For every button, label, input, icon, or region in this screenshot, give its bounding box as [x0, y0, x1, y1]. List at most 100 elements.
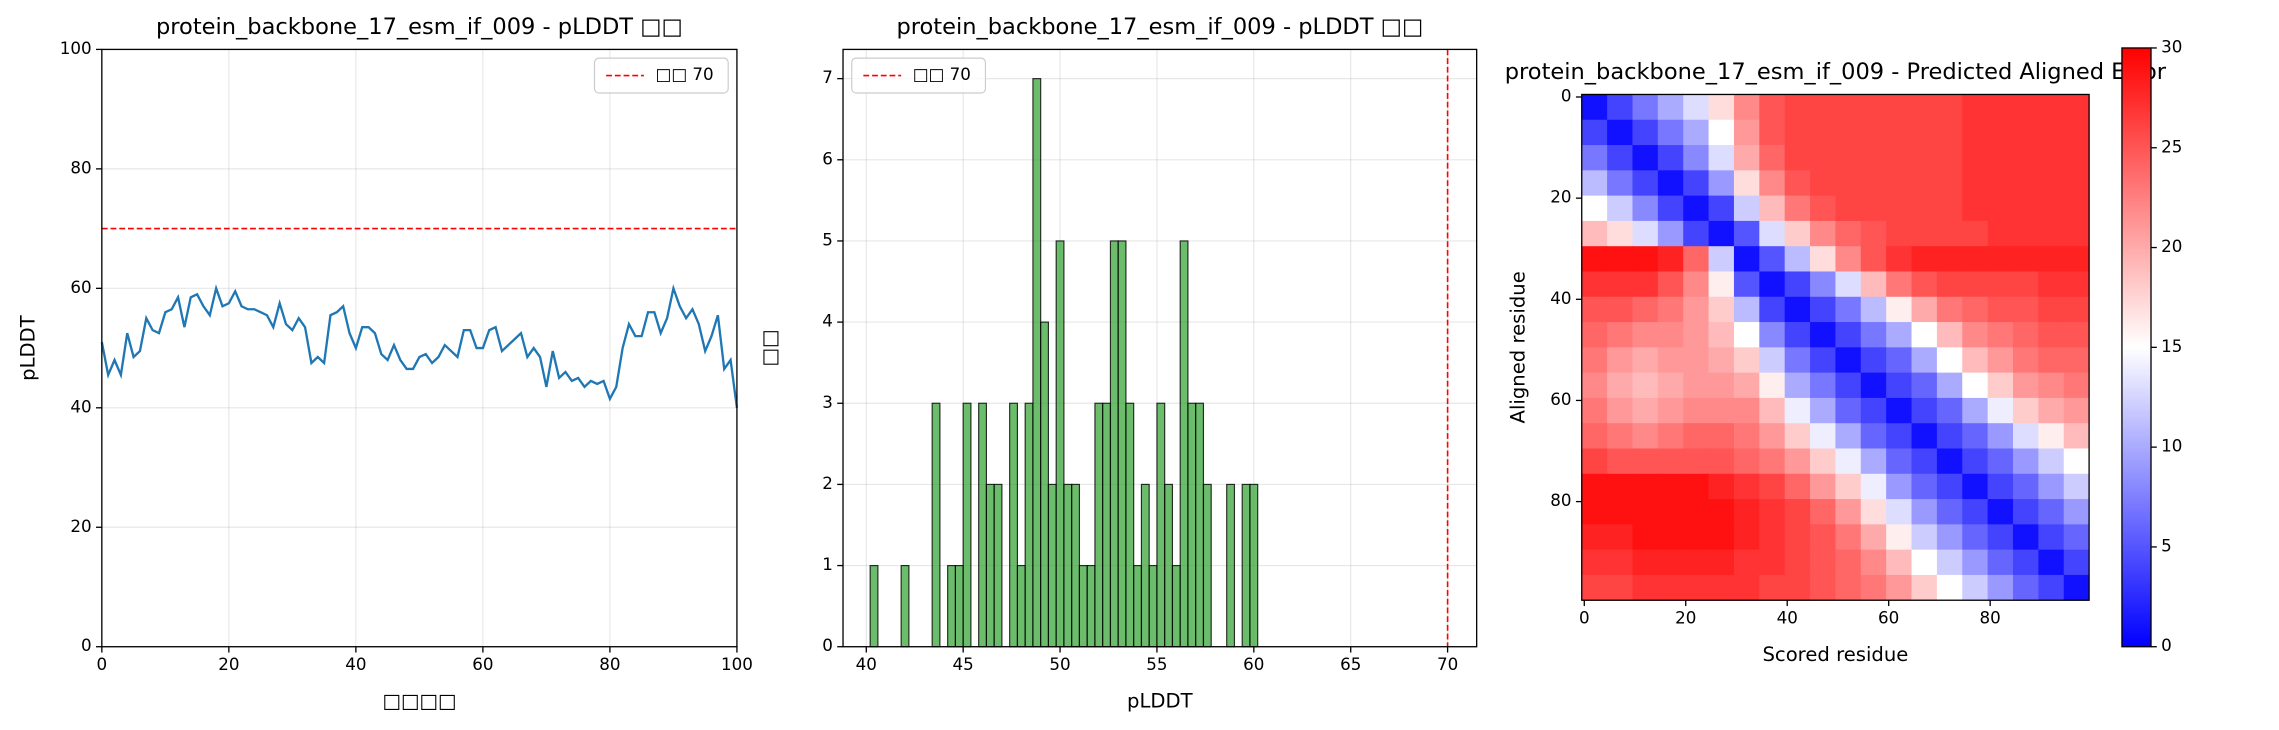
heatmap-cell — [1708, 145, 1735, 171]
heatmap-cell — [1911, 574, 1938, 601]
heatmap-cell — [1607, 145, 1633, 171]
heatmap-cell — [1987, 296, 2014, 323]
heatmap-cell — [1936, 473, 1963, 500]
heatmap-cell — [1860, 448, 1887, 475]
heatmap-cell — [1632, 119, 1659, 146]
heatmap-cell — [1683, 448, 1710, 475]
heatmap-cell — [1936, 347, 1963, 374]
heatmap-cell — [1860, 423, 1887, 449]
histogram-bar — [947, 564, 956, 648]
heatmap-cell — [1886, 296, 1912, 323]
legend: □□ 70 — [593, 57, 729, 94]
heatmap-cell — [1936, 119, 1963, 146]
heatmap-cell — [1784, 549, 1811, 576]
y-tick-label: 20 — [1550, 187, 1571, 207]
heatmap-cell — [1810, 397, 1836, 424]
histogram-bar — [1249, 483, 1259, 648]
heatmap-cell — [1733, 372, 1760, 399]
heatmap-cell — [1683, 220, 1710, 247]
heatmap-cell — [1962, 195, 1989, 222]
heatmap-cell — [1708, 322, 1735, 348]
heatmap-cell — [1886, 119, 1912, 146]
heatmap-cell — [1708, 296, 1735, 323]
heatmap-cell — [1733, 145, 1760, 171]
heatmap-cell — [1632, 574, 1659, 601]
heatmap-cell — [1962, 119, 1989, 146]
heatmap-cell — [1886, 473, 1912, 500]
heatmap-cell — [1759, 397, 1786, 424]
heatmap-cell — [1708, 246, 1735, 272]
heatmap-cell — [1936, 524, 1963, 551]
heatmap-cell — [2038, 397, 2065, 424]
heatmap-cell — [1683, 195, 1710, 222]
heatmap-cell — [2063, 397, 2090, 424]
y-tick-label: 0 — [1561, 85, 1572, 105]
y-axis-label: pLDDT — [17, 314, 40, 381]
heatmap-cell — [1733, 574, 1760, 601]
heatmap-cell — [2063, 524, 2090, 551]
heatmap-cell — [1936, 145, 1963, 171]
heatmap-cell — [1936, 271, 1963, 298]
heatmap-cell — [1607, 499, 1633, 525]
heatmap-cell — [2063, 170, 2090, 197]
heatmap-cell — [1810, 220, 1836, 247]
colorbar-tick-label: 0 — [2161, 635, 2172, 655]
heatmap-cell — [1784, 524, 1811, 551]
heatmap-cell — [2063, 574, 2090, 601]
heatmap-cell — [2012, 170, 2039, 197]
heatmap-cell — [1860, 372, 1887, 399]
legend: □□ 70 — [851, 57, 987, 94]
heatmap-cell — [1708, 574, 1735, 601]
heatmap-cell — [2063, 448, 2090, 475]
heatmap-cell — [1835, 372, 1862, 399]
histogram-bar — [1156, 402, 1166, 648]
heatmap-cell — [1607, 574, 1633, 601]
histogram-bar — [931, 402, 941, 648]
heatmap-cell — [1911, 94, 1938, 121]
heatmap-cell — [1607, 473, 1633, 500]
heatmap-cell — [1759, 170, 1786, 197]
heatmap-cell — [2012, 271, 2039, 298]
x-axis-label: □□□□ — [382, 689, 456, 712]
heatmap-cell — [1683, 271, 1710, 298]
heatmap-cell — [1733, 195, 1760, 222]
x-axis-label: pLDDT — [1127, 689, 1194, 712]
heatmap-cell — [2038, 195, 2065, 222]
heatmap-cell — [1860, 170, 1887, 197]
heatmap-cell — [1607, 195, 1633, 222]
heatmap-cell — [2038, 145, 2065, 171]
y-axis-label: □□ — [758, 330, 781, 367]
y-tick-label: 1 — [822, 554, 833, 574]
heatmap-cell — [1683, 423, 1710, 449]
heatmap-cell — [1810, 271, 1836, 298]
heatmap-cell — [1632, 145, 1659, 171]
legend-box — [851, 57, 987, 94]
heatmap-cell — [1607, 271, 1633, 298]
heatmap-cell — [1733, 94, 1760, 121]
heatmap-cell — [1607, 94, 1633, 121]
heatmap-cell — [1759, 549, 1786, 576]
heatmap-cell — [1607, 119, 1633, 146]
heatmap-cell — [1581, 271, 1608, 298]
heatmap-cell — [1987, 246, 2014, 272]
heatmap-cell — [2038, 473, 2065, 500]
heatmap-cell — [1987, 448, 2014, 475]
heatmap-cell — [1835, 397, 1862, 424]
heatmap-cell — [1759, 322, 1786, 348]
histogram-bar — [1164, 483, 1174, 648]
heatmap-cell — [1632, 347, 1659, 374]
heatmap-cell — [1936, 549, 1963, 576]
heatmap-cell — [1581, 372, 1608, 399]
heatmap-cell — [1708, 448, 1735, 475]
heatmap-cell — [1657, 322, 1684, 348]
heatmap-cell — [1784, 322, 1811, 348]
heatmap-cell — [1784, 220, 1811, 247]
heatmap-cell — [1936, 423, 1963, 449]
heatmap-cell — [1962, 322, 1989, 348]
heatmap-cell — [1911, 145, 1938, 171]
heatmap-cell — [1810, 94, 1836, 121]
heatmap-cell — [2038, 246, 2065, 272]
heatmap-cell — [1886, 448, 1912, 475]
heatmap-cell — [1581, 220, 1608, 247]
heatmap-cell — [1683, 524, 1710, 551]
